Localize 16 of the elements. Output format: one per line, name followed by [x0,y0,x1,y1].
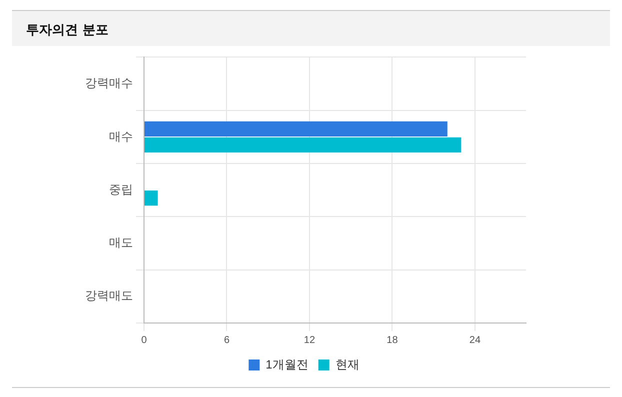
legend-label: 1개월전 [266,357,308,372]
x-tick-label: 6 [224,334,230,346]
bar [144,137,462,152]
x-tick-label: 24 [469,334,481,346]
x-tick-label: 18 [386,334,398,346]
bar [144,121,448,137]
x-tick-label: 0 [141,334,148,346]
y-tick-label: 강력매도 [85,288,133,303]
y-tick-label: 중립 [109,182,133,196]
legend-label: 현재 [335,357,360,372]
x-tick-label: 12 [304,334,316,346]
y-tick-label: 매도 [109,236,133,250]
y-tick-label: 강력매수 [85,76,133,90]
y-tick-label: 매수 [109,129,133,144]
bar [144,190,158,206]
chart-title: 투자의견 분포 [26,22,109,39]
